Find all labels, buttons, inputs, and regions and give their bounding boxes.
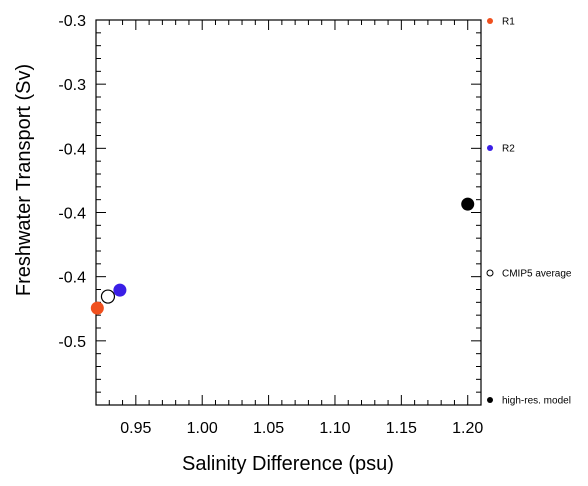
- legend-marker: [487, 145, 493, 151]
- y-tick-label: -0.4: [58, 206, 86, 223]
- legend-marker: [487, 397, 493, 403]
- x-tick-label: 1.20: [452, 420, 483, 437]
- x-axis-title: Salinity Difference (psu): [182, 453, 394, 475]
- legend-marker: [486, 269, 494, 277]
- y-tick-label: -0.3: [58, 77, 86, 94]
- data-point: [100, 289, 116, 304]
- legend-marker: [487, 18, 493, 24]
- legend-label: R2: [502, 144, 515, 155]
- data-point: [90, 301, 104, 315]
- x-tick-label: 1.15: [386, 420, 417, 437]
- legend-label: CMIP5 average: [502, 269, 572, 280]
- legend-label: high-res. model: [502, 396, 571, 407]
- y-tick-labels: -0.3 -0.3 -0.4 -0.4 -0.4 -0.5: [58, 13, 86, 351]
- y-tick-label: -0.3: [58, 13, 86, 30]
- y-tick-label: -0.4: [58, 141, 86, 158]
- legend-label: R1: [502, 17, 515, 28]
- axis-ticks: [96, 19, 482, 405]
- y-axis-title: Freshwater Transport (Sv): [13, 64, 35, 296]
- x-tick-label: 1.10: [319, 420, 350, 437]
- x-tick-labels: 0.95 1.00 1.05 1.10 1.15 1.20: [120, 420, 483, 437]
- y-tick-label: -0.4: [58, 270, 86, 287]
- data-points: [90, 197, 475, 315]
- x-tick-label: 1.05: [253, 420, 284, 437]
- x-tick-label: 0.95: [120, 420, 151, 437]
- y-tick-label: -0.5: [58, 334, 86, 351]
- plot-frame: [95, 19, 482, 406]
- x-tick-label: 1.00: [187, 420, 218, 437]
- legend: R1 R2 CMIP5 average high-res. model: [486, 17, 572, 407]
- data-point: [461, 197, 475, 211]
- data-point: [113, 283, 127, 297]
